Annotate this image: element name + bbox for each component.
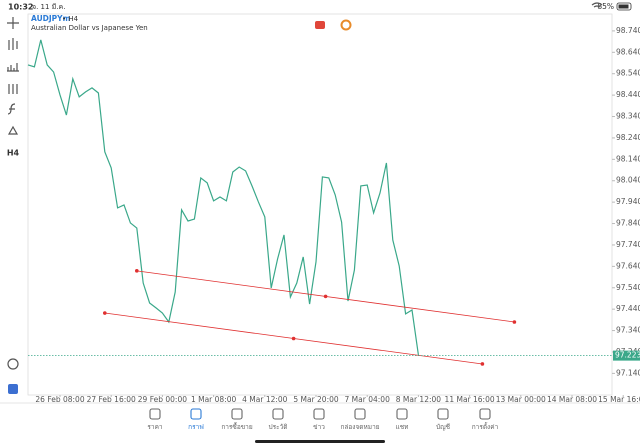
objects-tool[interactable] — [8, 84, 18, 94]
tab-icon[interactable] — [313, 408, 325, 420]
x-tick-label: 5 Mar 20:00 — [293, 395, 339, 404]
tab-label[interactable]: ประวัติ — [269, 423, 288, 431]
current-price-box — [613, 350, 640, 361]
tab-bar: ราคา กราฟ การซื้อขาย ประวัติ ข่าว กล่องจดหมาย… — [147, 408, 499, 443]
home-indicator — [255, 440, 385, 443]
x-tick-label: 27 Feb 16:00 — [87, 395, 136, 404]
left-toolbar — [7, 17, 19, 370]
tab-label[interactable]: ข่าว — [313, 423, 325, 431]
y-tick-label: 98.540 — [616, 69, 640, 78]
x-tick-label: 4 Mar 12:00 — [242, 395, 288, 404]
y-tick-label: 97.640 — [616, 261, 640, 270]
battery-icon — [616, 2, 632, 11]
description: Australian Dollar vs Japanese Yen — [31, 24, 148, 32]
x-tick-label: 11 Mar 16:00 — [445, 395, 495, 404]
x-tick-label: 29 Feb 00:00 — [138, 395, 187, 404]
plot: 98.740 98.640 98.540 98.440 98.340 98.240 98.1… — [27, 26, 640, 404]
x-tick-label: 26 Feb 08:00 — [35, 395, 84, 404]
y-tick-label: 97.340 — [616, 326, 640, 335]
trade-button[interactable] — [315, 21, 325, 29]
y-tick-label: 98.740 — [616, 26, 640, 35]
tab-icon[interactable] — [231, 408, 243, 420]
status-time: 10:32 — [8, 3, 33, 12]
y-tick-label: 97.140 — [616, 368, 640, 377]
tab-icon[interactable] — [149, 408, 161, 420]
y-tick-label: 98.240 — [616, 133, 640, 142]
function-tool[interactable] — [7, 103, 16, 115]
trendline-anchor — [135, 269, 139, 273]
chart-frame — [27, 13, 613, 396]
search-tool[interactable] — [7, 358, 19, 370]
tab-icon[interactable] — [272, 408, 284, 420]
x-tick-label: 14 Mar 08:00 — [547, 395, 597, 404]
crosshair-tool[interactable] — [7, 17, 19, 29]
timeframe-tool[interactable]: H4 — [7, 149, 20, 158]
wifi-icon — [591, 2, 603, 8]
x-tick-label: 7 Mar 04:00 — [345, 395, 391, 404]
tab-icon[interactable] — [354, 408, 366, 420]
chart-type-tool[interactable] — [8, 38, 18, 50]
y-tick-label: 98.040 — [616, 176, 640, 185]
tab-label[interactable]: แชท — [396, 423, 409, 431]
tab-label[interactable]: กราฟ — [188, 423, 204, 431]
trendline-midpoint — [323, 294, 328, 299]
tab-label[interactable]: ราคา — [147, 423, 162, 431]
battery-level — [618, 4, 629, 9]
signal-icon[interactable] — [340, 19, 352, 31]
price-line — [27, 39, 419, 356]
tab-label[interactable]: การตั้งค่า — [472, 422, 499, 431]
tab-label[interactable]: บัญชี — [436, 423, 451, 431]
status-battery: 85% — [597, 2, 614, 11]
x-tick-label: 1 Mar 08:00 — [191, 395, 237, 404]
y-tick-label: 97.740 — [616, 240, 640, 249]
y-tick-label: 97.540 — [616, 283, 640, 292]
account-icon[interactable] — [8, 384, 18, 394]
x-tick-label: 13 Mar 00:00 — [496, 395, 546, 404]
tab-icon[interactable] — [437, 408, 449, 420]
tab-icon[interactable] — [396, 408, 408, 420]
status-date: จ. 11 มี.ค. — [32, 3, 65, 11]
y-tick-label: 98.340 — [616, 112, 640, 121]
tab-label[interactable]: กล่องจดหมาย — [340, 423, 379, 431]
trendline-anchor — [512, 320, 517, 324]
trendline-anchor — [103, 311, 107, 315]
shapes-tool[interactable] — [7, 125, 19, 135]
y-tick-label: 98.440 — [616, 90, 640, 99]
tab-icon[interactable] — [479, 408, 491, 420]
y-tick-label: 98.140 — [616, 154, 640, 163]
tab-icon[interactable] — [190, 408, 202, 420]
symbol: AUDJPYm — [31, 14, 71, 23]
timeframe: • H4 — [62, 15, 79, 23]
trendline-midpoint — [291, 336, 296, 341]
x-tick-label: 8 Mar 12:00 — [396, 395, 442, 404]
indicators-tool[interactable] — [7, 63, 19, 72]
y-tick-label: 97.940 — [616, 197, 640, 206]
current-price-label: 97.223 — [615, 351, 640, 360]
y-tick-label: 97.840 — [616, 219, 640, 228]
x-tick-label: 15 Mar 16:00 — [598, 395, 640, 404]
y-tick-label: 97.440 — [616, 304, 640, 313]
y-tick-label: 98.640 — [616, 47, 640, 56]
trendline-anchor — [480, 362, 485, 366]
tab-label[interactable]: การซื้อขาย — [221, 422, 252, 431]
